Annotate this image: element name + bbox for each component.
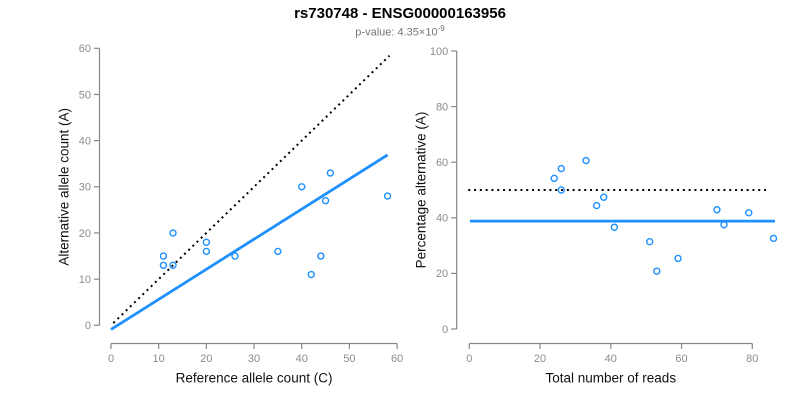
y-axis-title: Percentage alternative (A) [414, 112, 429, 269]
data-point [557, 186, 565, 194]
x-tick-label: 80 [746, 353, 758, 365]
x-tick-label: 20 [200, 353, 212, 365]
figure-title: rs730748 - ENSG00000163956 [294, 5, 506, 22]
data-point [713, 206, 721, 214]
data-point [610, 223, 619, 231]
data-point [307, 270, 315, 279]
y-axis-title: Alternative allele count (A) [57, 108, 72, 266]
data-point [383, 192, 392, 200]
y-tick-label: 20 [436, 268, 448, 280]
pvalue-text: p-value: 4.35×10 [355, 26, 438, 39]
pvalue-exponent: -9 [437, 24, 445, 33]
x-tick-label: 40 [296, 353, 308, 365]
data-point [646, 238, 654, 246]
x-tick-label: 20 [534, 353, 546, 365]
y-tick-label: 50 [79, 89, 91, 101]
y-tick-label: 0 [442, 324, 448, 336]
x-tick-label: 60 [391, 353, 403, 365]
data-point [298, 183, 306, 191]
data-point [202, 238, 211, 246]
data-point [653, 267, 661, 275]
data-point [159, 252, 168, 260]
data-point [169, 261, 177, 269]
y-tick-label: 40 [436, 213, 448, 225]
data-point [557, 164, 565, 173]
figure-subtitle: p-value: 4.35×10-9 [0, 24, 800, 39]
y-tick-label: 40 [79, 135, 91, 147]
y-tick-label: 60 [436, 157, 448, 169]
data-point [720, 221, 728, 229]
data-point [745, 209, 753, 217]
y-tick-label: 100 [430, 46, 448, 58]
y-tick-label: 30 [79, 182, 91, 194]
x-tick-label: 30 [248, 353, 260, 365]
regression-line [110, 153, 389, 331]
data-point [202, 247, 211, 256]
data-point [317, 252, 325, 260]
data-point [769, 234, 778, 243]
right-plot: 0 20 40 60 80 0 20 40 60 80 100 Total number of rea… [414, 46, 778, 386]
data-point [582, 156, 590, 165]
y-tick-label: 60 [79, 43, 91, 55]
data-point [326, 169, 335, 177]
data-point [169, 229, 177, 237]
x-tick-label: 10 [153, 353, 165, 365]
data-point [674, 254, 682, 263]
y-tick-label: 10 [79, 274, 91, 286]
y-tick-label: 20 [79, 228, 91, 240]
x-tick-label: 50 [343, 353, 355, 365]
x-tick-label: 40 [605, 353, 617, 365]
data-point [592, 201, 601, 210]
data-point [274, 247, 282, 256]
data-point [159, 261, 168, 269]
data-point [231, 252, 239, 260]
identity-line [112, 54, 391, 324]
data-point [600, 193, 608, 201]
x-tick-label: 0 [466, 353, 472, 365]
y-tick-label: 0 [85, 320, 91, 332]
x-axis-title: Reference allele count (C) [176, 371, 333, 386]
data-point [321, 196, 330, 205]
left-plot: 0 10 20 30 40 50 60 0 10 20 30 40 50 60 Reference alle… [57, 43, 404, 385]
data-point [550, 174, 558, 183]
x-tick-label: 60 [675, 353, 687, 365]
y-tick-label: 80 [436, 101, 448, 113]
x-axis-title: Total number of reads [546, 371, 677, 386]
x-tick-label: 0 [108, 353, 114, 365]
